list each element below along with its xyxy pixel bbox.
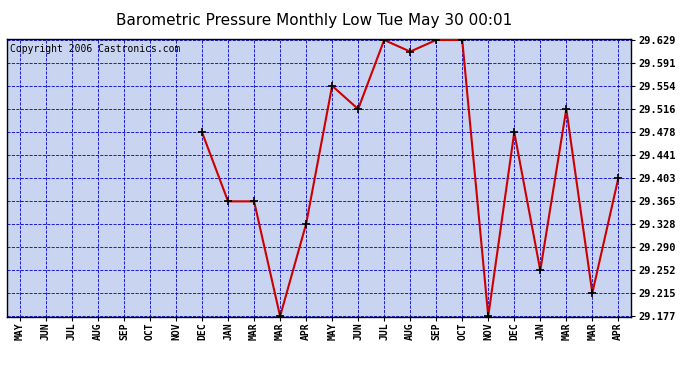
Text: Barometric Pressure Monthly Low Tue May 30 00:01: Barometric Pressure Monthly Low Tue May …	[116, 13, 512, 28]
Text: Copyright 2006 Castronics.com: Copyright 2006 Castronics.com	[10, 44, 180, 54]
